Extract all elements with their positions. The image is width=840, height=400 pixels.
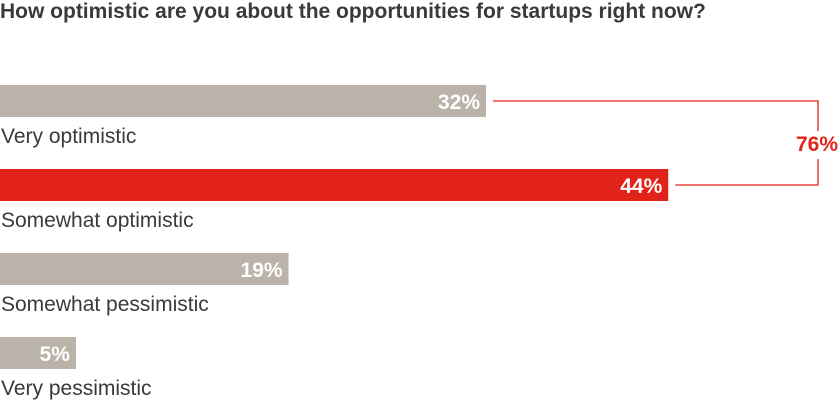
- data-label: 5%: [40, 343, 71, 366]
- data-label: 32%: [438, 91, 480, 114]
- bar: [0, 253, 289, 285]
- total-bracket: 76%: [493, 100, 838, 186]
- category-label: Somewhat pessimistic: [1, 293, 209, 316]
- data-label: 44%: [620, 175, 662, 198]
- bar: [0, 169, 669, 201]
- category-label: Somewhat optimistic: [1, 209, 194, 232]
- data-label: 19%: [241, 259, 283, 282]
- category-label: Very pessimistic: [1, 377, 152, 400]
- category-label: Very optimistic: [1, 125, 136, 148]
- bar: [0, 337, 76, 369]
- total-label: 76%: [796, 133, 838, 156]
- bracket-line: [493, 100, 819, 186]
- chart-title: How optimistic are you about the opportu…: [0, 0, 706, 23]
- bar: [0, 85, 486, 117]
- bars-layer: 32% Very optimistic 44% Somewhat optimistic…: [0, 85, 669, 400]
